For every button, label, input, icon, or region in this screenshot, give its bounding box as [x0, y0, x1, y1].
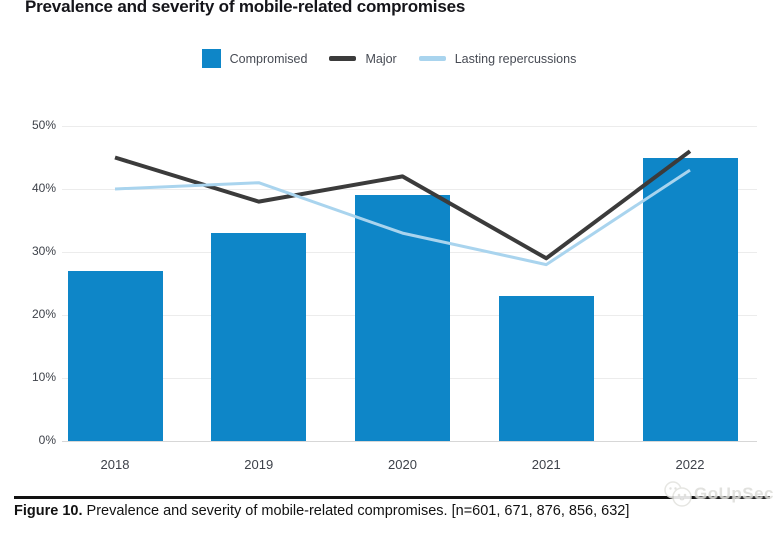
legend-line-swatch — [418, 56, 446, 61]
bar-2019 — [211, 233, 307, 441]
legend-line-swatch — [329, 56, 357, 61]
chart-legend: Compromised Major Lasting repercussions — [0, 49, 778, 68]
goupsec-logo-icon — [664, 481, 692, 507]
bar-2021 — [498, 296, 594, 441]
legend-item-compromised: Compromised — [201, 49, 308, 68]
gridline-0% — [62, 440, 757, 442]
x-axis-label-2019: 2019 — [244, 457, 274, 472]
gridline-50% — [62, 125, 757, 127]
figure-caption: Figure 10. Prevalence and severity of mo… — [14, 503, 629, 519]
legend-item-major: Major — [329, 51, 397, 66]
y-axis-tick-40%: 40% — [31, 181, 56, 195]
line-major — [114, 149, 692, 261]
line-lasting-repercussions — [114, 168, 691, 267]
legend-item-lasting-repercussions: Lasting repercussions — [418, 51, 577, 66]
x-axis-label-2021: 2021 — [531, 457, 561, 472]
legend-square-swatch — [201, 49, 221, 68]
y-axis-tick-0%: 0% — [38, 433, 56, 447]
bar-2018 — [67, 270, 163, 441]
page-title: Prevalence and severity of mobile-relate… — [25, 0, 466, 16]
plot-area: 0% 10% 20% 30% 40% 50% 2018 2019 2020 2021 2022 — [32, 118, 757, 472]
y-axis-tick-20%: 20% — [31, 307, 56, 321]
gridline-40% — [62, 188, 757, 190]
legend-label: Lasting repercussions — [454, 51, 577, 66]
bar-2020 — [355, 195, 450, 441]
figure-caption-prefix: Figure 10. — [14, 503, 83, 519]
bar-2022 — [642, 157, 738, 441]
legend-label: Major — [365, 51, 397, 66]
legend-label: Compromised — [229, 51, 308, 66]
y-axis-tick-10%: 10% — [31, 370, 56, 384]
caption-divider — [14, 496, 770, 499]
x-axis-label-2022: 2022 — [675, 457, 705, 472]
figure-caption-text: Prevalence and severity of mobile-relate… — [82, 503, 630, 519]
line-series-overlay — [114, 149, 692, 267]
watermark-text: GoUpSec — [693, 484, 774, 503]
y-axis-tick-30%: 30% — [31, 244, 56, 258]
x-axis-label-2018: 2018 — [100, 457, 130, 472]
watermark: GoUpSec — [660, 481, 774, 507]
y-axis-tick-50%: 50% — [31, 118, 56, 132]
x-axis-label-2020: 2020 — [388, 457, 417, 472]
